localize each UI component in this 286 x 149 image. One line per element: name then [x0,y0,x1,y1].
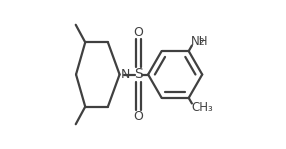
Text: CH₃: CH₃ [191,101,213,114]
Text: O: O [134,110,144,123]
Text: 2: 2 [199,38,204,47]
Text: N: N [120,68,130,81]
Text: S: S [134,67,143,82]
Text: NH: NH [191,35,208,48]
Text: O: O [134,26,144,39]
